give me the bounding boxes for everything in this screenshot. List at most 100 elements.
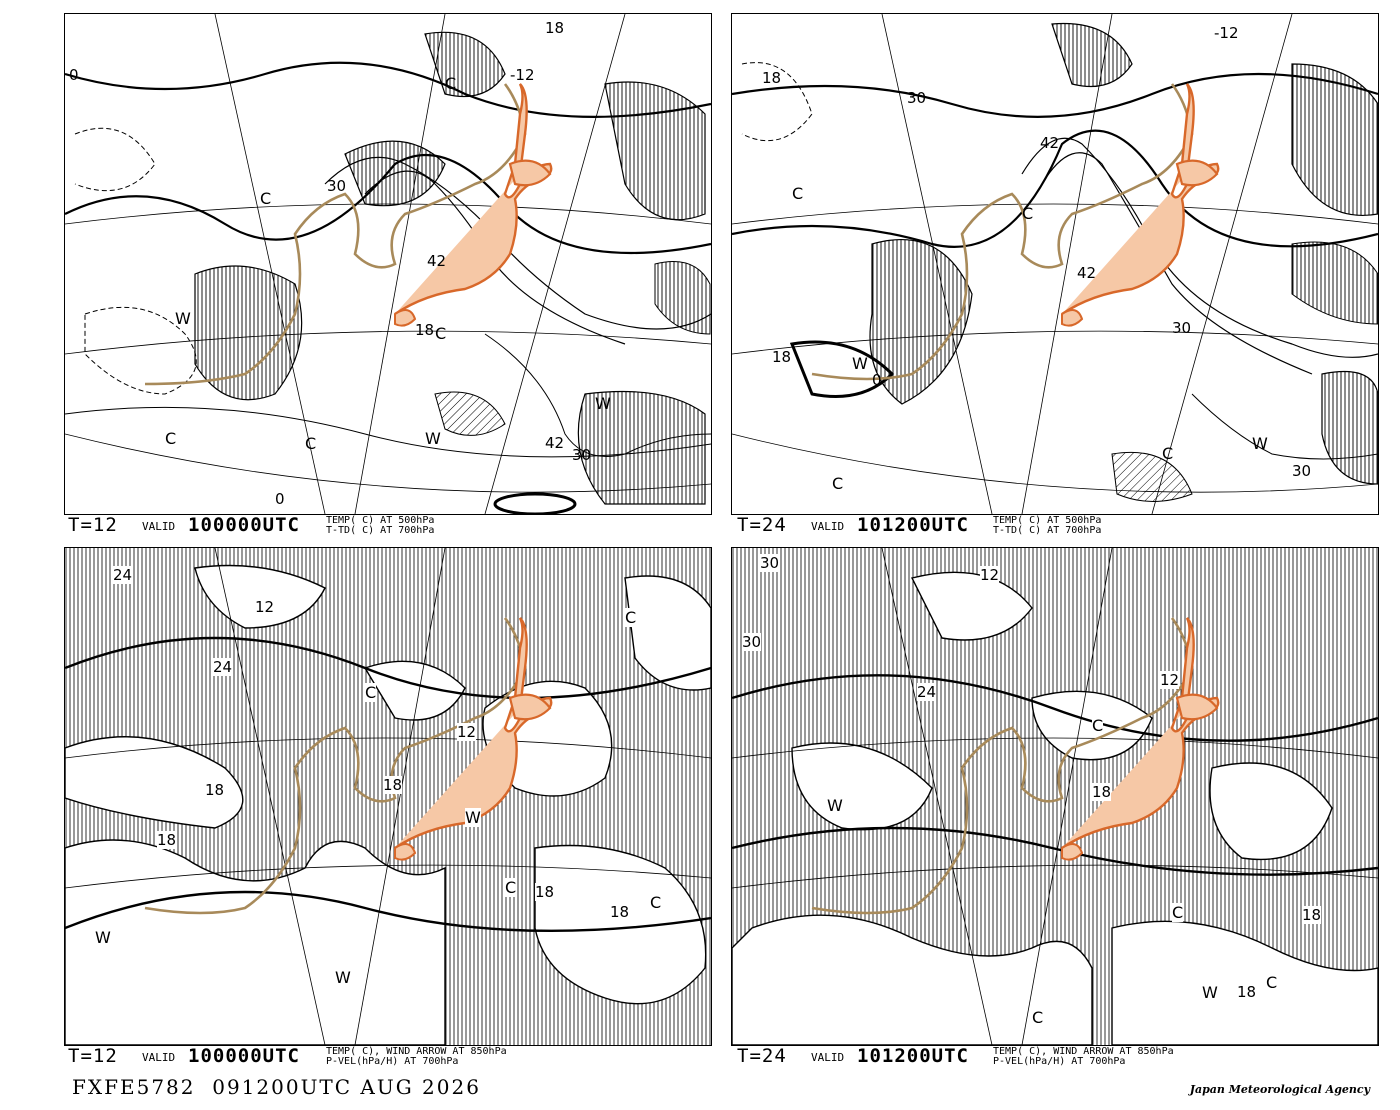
longitude-line (1021, 14, 1113, 514)
map-graphic (732, 548, 1378, 1045)
isotherm-label: 24 (917, 683, 937, 701)
description-line1: TEMP( C), WIND ARROW AT 850hPa (326, 1046, 507, 1057)
continent-coastline (811, 83, 1194, 381)
hatch-region (424, 31, 506, 98)
kyushu (1061, 843, 1084, 861)
hatch-region (1291, 63, 1378, 216)
warm-marker: W (852, 354, 868, 373)
valid-label: VALID (811, 1051, 845, 1064)
hatch-region (1321, 370, 1378, 485)
valid-time: 100000UTC (188, 514, 300, 536)
chart-code: FXFE5782 (72, 1075, 196, 1099)
contour-line (484, 333, 711, 457)
dashed-contour (74, 127, 156, 192)
warm-marker: W (425, 429, 441, 448)
isotherm-label: 24 (213, 658, 233, 676)
japan-landmass (1061, 83, 1220, 315)
clear-region (624, 575, 711, 691)
warm-marker: W (95, 928, 111, 947)
cold-marker: C (1162, 444, 1174, 463)
description-line2: T-TD( C) AT 700hPa (326, 525, 435, 536)
contour-line (65, 636, 711, 700)
contour-line (65, 890, 711, 933)
contour-line (65, 154, 711, 255)
isotherm-label: 30 (760, 554, 780, 572)
cold-marker: C (1032, 1008, 1044, 1027)
kyushu (394, 309, 417, 327)
forecast-hour: T=24 (737, 1045, 787, 1067)
contour-line (732, 72, 1378, 118)
cold-marker: C (1022, 204, 1034, 223)
hokkaido (508, 159, 552, 187)
hatch-region (654, 261, 711, 335)
isotherm-label: 18 (205, 781, 225, 799)
cold-marker: C (365, 683, 377, 702)
warm-marker: W (827, 796, 843, 815)
latitude-line (65, 330, 711, 355)
latitude-line (65, 203, 711, 225)
cold-marker: C (625, 608, 637, 627)
chart-identifier: FXFE5782 091200UTC AUG 2026 (72, 1075, 481, 1099)
caption-bottom-left: T=12 VALID 100000UTC TEMP( C), WIND ARRO… (68, 1045, 708, 1069)
latitude-line (65, 864, 711, 889)
contour-line (732, 674, 1378, 742)
isotherm-label: 12 (980, 566, 1000, 584)
dashed-contour (741, 62, 813, 142)
description-line2: P-VEL(hPa/H) AT 700hPa (326, 1056, 459, 1067)
longitude-line (214, 548, 326, 1045)
latitude-line (732, 203, 1378, 225)
hatch-region (1051, 22, 1133, 88)
isotherm-label: 18 (415, 321, 435, 339)
description-line1: TEMP( C), WIND ARROW AT 850hPa (993, 1046, 1174, 1057)
map-graphic (65, 548, 711, 1045)
longitude-line (214, 14, 326, 514)
cold-marker: C (445, 74, 457, 93)
map-500hpa-t24: W C C C W C -12 18 30 42 42 30 0 18 30 (731, 13, 1379, 515)
hatch-region (604, 81, 706, 221)
japan-landmass (1061, 617, 1220, 849)
contour-line (789, 340, 895, 398)
warm-marker: W (1252, 434, 1268, 453)
latitude-line (65, 737, 711, 759)
cold-marker: C (832, 474, 844, 493)
isotherm-label: 18 (545, 19, 565, 37)
contour-line (65, 61, 711, 118)
caption-bottom-right: T=24 VALID 101200UTC TEMP( C), WIND ARRO… (737, 1045, 1377, 1069)
isotherm-label: -12 (510, 66, 535, 84)
hatch-region (1111, 451, 1193, 502)
hatch-background (732, 548, 1378, 1045)
isotherm-label: 42 (1040, 134, 1060, 152)
valid-time: 101200UTC (857, 1045, 969, 1067)
isotherm-label: 18 (772, 348, 792, 366)
valid-time: 100000UTC (188, 1045, 300, 1067)
longitude-line (354, 548, 446, 1045)
valid-time: 101200UTC (857, 514, 969, 536)
map-850hpa-t12: 24 12 24 12 18 18 18 18 18 W C C C W C W (64, 547, 712, 1046)
isotherm-label: 42 (545, 434, 565, 452)
hatch-region (869, 239, 973, 405)
clear-region (910, 571, 1033, 641)
latitude-line (732, 737, 1378, 759)
hatch-region (577, 390, 706, 505)
contour-line (1191, 393, 1378, 460)
map-graphic (732, 14, 1378, 514)
isotherm-label: 18 (1092, 783, 1112, 801)
description-line1: TEMP( C) AT 500hPa (326, 515, 435, 526)
isotherm-label: 18 (383, 776, 403, 794)
cold-marker: C (792, 184, 804, 203)
dashed-contour (84, 306, 197, 395)
isotherm-label: 42 (427, 252, 447, 270)
caption-top-right: T=24 VALID 101200UTC TEMP( C) AT 500hPa … (737, 514, 1377, 538)
isotherm-label: 12 (1160, 671, 1180, 689)
latitude-line (732, 433, 1378, 493)
isotherm-label: 30 (742, 633, 762, 651)
contour-line (493, 492, 577, 514)
issue-time: 091200UTC AUG 2026 (212, 1075, 481, 1099)
cold-marker: C (260, 189, 272, 208)
valid-label: VALID (142, 1051, 176, 1064)
continent-coastline (144, 617, 527, 915)
contour-line (732, 129, 1378, 248)
warm-marker: W (1202, 983, 1218, 1002)
cold-marker: C (1266, 973, 1278, 992)
isotherm-label: 30 (1172, 319, 1192, 337)
